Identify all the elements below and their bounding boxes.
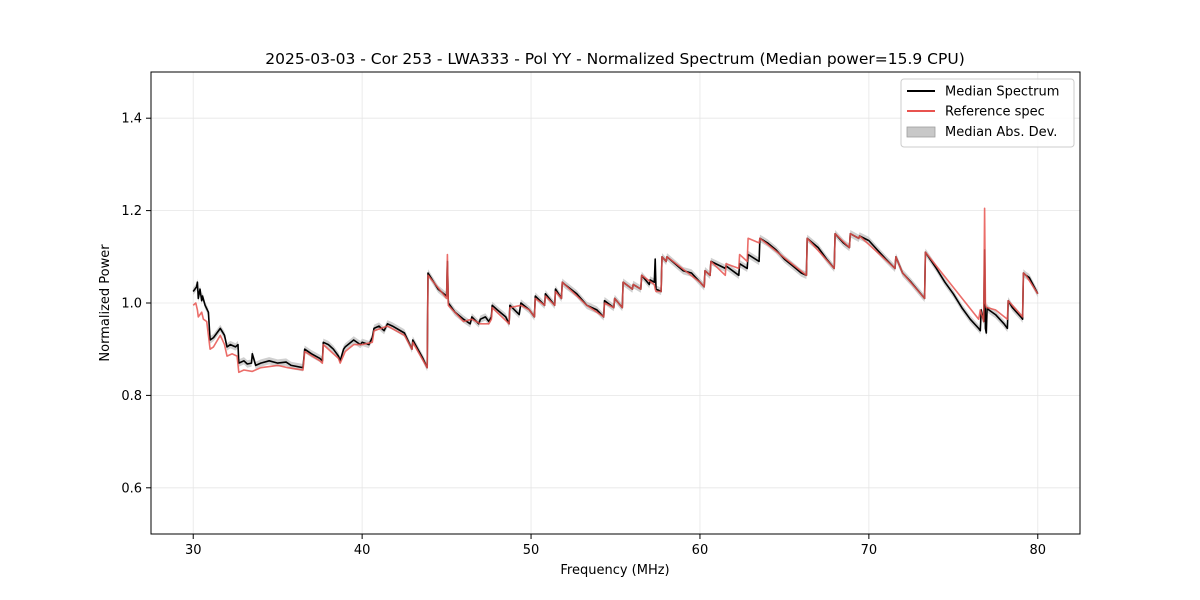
legend-reference-label: Reference spec <box>945 105 1045 120</box>
x-tick-label: 40 <box>354 543 371 558</box>
x-tick-label: 70 <box>861 543 878 558</box>
y-tick-label: 1.2 <box>121 204 142 219</box>
series-layer <box>192 207 1039 374</box>
y-tick-label: 1.4 <box>121 112 142 127</box>
legend-mad-label: Median Abs. Dev. <box>945 125 1057 140</box>
y-tick-label: 1.0 <box>121 297 142 312</box>
x-axis-label: Frequency (MHz) <box>560 563 669 578</box>
y-tick-label: 0.6 <box>121 481 142 496</box>
legend-median-label: Median Spectrum <box>945 85 1059 100</box>
reference-spectrum-line <box>192 207 1039 374</box>
x-tick-label: 60 <box>692 543 709 558</box>
axis-layer: 30 40 50 60 70 80 0.6 0.8 1.0 1.2 1.4 <box>121 71 1081 558</box>
x-tick-label: 30 <box>185 543 202 558</box>
x-tick-label: 50 <box>523 543 540 558</box>
legend: Median Spectrum Reference spec Median Ab… <box>900 78 1075 148</box>
legend-mad-swatch <box>906 126 936 138</box>
x-tick-label: 80 <box>1029 543 1046 558</box>
legend-frame <box>900 78 1075 148</box>
y-tick-label: 0.8 <box>121 389 142 404</box>
y-axis-label: Normalized Power <box>98 244 113 362</box>
chart-title: 2025-03-03 - Cor 253 - LWA333 - Pol YY -… <box>265 50 965 68</box>
